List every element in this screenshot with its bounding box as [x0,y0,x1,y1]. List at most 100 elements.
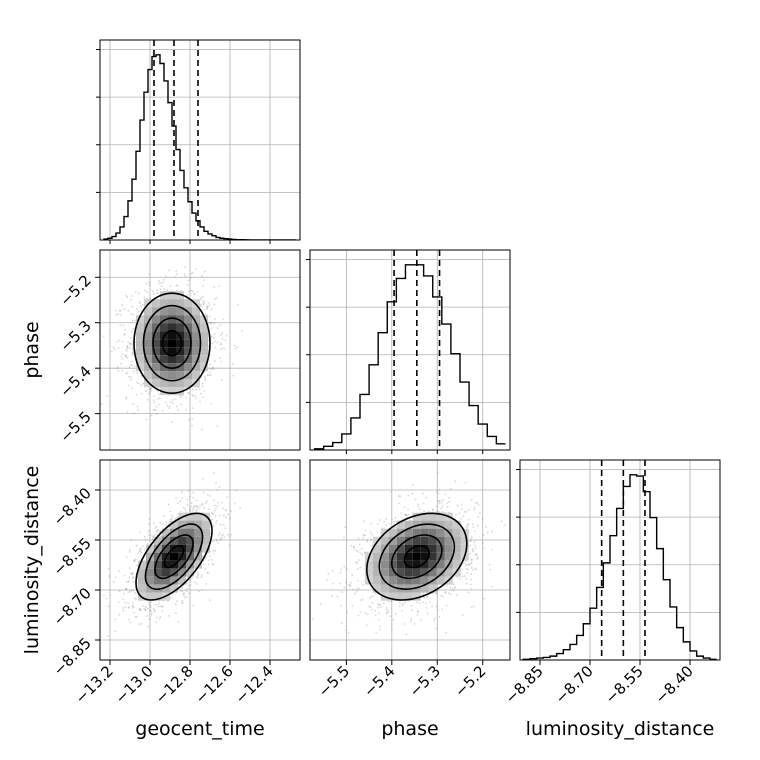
scatter-point [131,348,134,351]
scatter-point [192,395,195,398]
density-cell [192,347,200,356]
scatter-point [220,536,223,539]
scatter-point [469,540,472,543]
scatter-point [112,581,115,583]
x-tick-label: −12.6 [192,662,237,707]
scatter-point [371,533,374,536]
scatter-point [472,550,475,553]
scatter-point [129,342,132,345]
scatter-point [474,547,477,550]
scatter-point [216,327,219,329]
scatter-point [127,579,130,582]
scatter-point [481,542,484,545]
scatter-point [168,269,171,272]
density-cell [396,576,405,585]
scatter-point [107,605,110,608]
scatter-point [467,518,470,521]
density-cell [200,347,208,356]
scatter-point [488,563,491,566]
scatter-point [192,491,195,494]
scatter-point [207,508,210,511]
scatter-point [200,576,203,579]
scatter-point [203,506,205,509]
scatter-point [150,613,153,616]
scatter-point [470,499,473,502]
scatter-point [399,495,402,498]
scatter-point [142,605,145,607]
density-cell [200,363,208,372]
density-cell [144,379,152,388]
scatter-point [490,548,493,551]
density-cell [154,568,162,577]
scatter-point [132,589,135,592]
scatter-point [199,400,201,403]
scatter-point [126,295,129,298]
scatter-point [456,504,459,507]
scatter-point [213,499,215,502]
density-cell [428,560,437,569]
scatter-point [132,352,134,355]
scatter-point [431,508,434,511]
scatter-point [464,481,467,484]
density-cell [162,560,170,569]
scatter-point [163,287,166,290]
scatter-point [155,603,157,606]
scatter-point [231,363,234,366]
histogram-step-geocent_time [103,54,296,240]
scatter-point [199,505,202,507]
scatter-point [119,324,122,327]
scatter-point [356,590,358,593]
scatter-point [462,515,465,518]
scatter-point [435,593,438,596]
scatter-point [378,612,381,614]
density-cell [436,544,445,553]
density-cell [192,371,200,380]
scatter-point [349,584,352,587]
scatter-point [196,290,199,293]
density-cell [170,552,178,561]
scatter-point [352,546,355,549]
scatter-point [207,572,209,575]
density-cell [178,576,186,585]
scatter-point [127,341,130,344]
scatter-point [206,308,208,311]
scatter-point [184,596,187,599]
scatter-point [356,588,358,591]
scatter-point [209,495,211,497]
scatter-point [405,633,408,636]
scatter-point [115,313,118,316]
scatter-point [140,551,143,554]
scatter-point [221,337,224,340]
diag-x-ticks-geocent_time [109,240,271,244]
scatter-point [215,482,217,485]
scatter-point [393,526,395,529]
scatter-point [210,322,212,325]
scatter-point [425,496,428,499]
scatter-point [142,382,145,385]
grid-phase [310,250,510,450]
scatter-point [375,631,378,634]
scatter-point [128,576,131,579]
scatter-point [146,291,149,294]
scatter-point [420,619,422,622]
scatter-point [447,592,450,595]
scatter-point [118,613,121,616]
x-axis-luminosity_distance: −8.85 −8.70 −8.55 −8.40 luminosity_distance [502,660,714,740]
scatter-point [454,587,457,589]
scatter-point [142,545,144,548]
density-cell [192,355,200,364]
scatter-point [206,305,208,308]
scatter-point [133,559,136,562]
scatter-point [131,343,134,346]
scatter-point [206,374,209,377]
scatter-point [129,343,132,345]
scatter-point [152,290,154,293]
density-cell [404,536,413,545]
scatter-point [370,522,372,525]
scatter-point [350,581,352,584]
density-cell [452,536,461,545]
scatter-point [189,584,192,587]
density-cell [200,315,208,324]
scatter-point [222,523,225,526]
density-cell [396,560,405,569]
